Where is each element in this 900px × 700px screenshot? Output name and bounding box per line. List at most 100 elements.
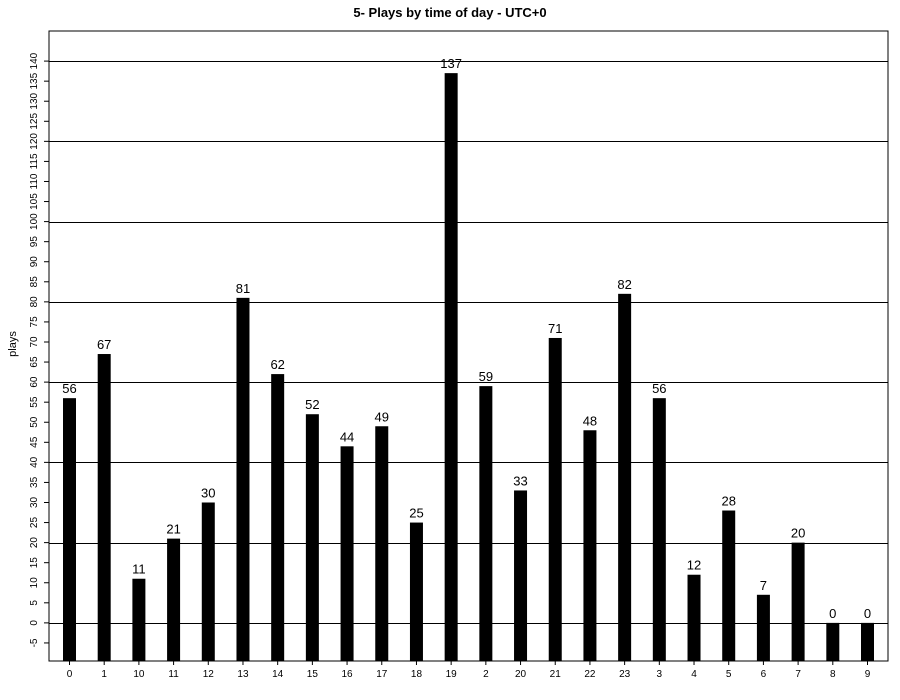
- y-tick-label--5: -5: [29, 638, 40, 647]
- bar-hour-23: [618, 293, 632, 661]
- data-label-hour-11: 21: [166, 522, 180, 537]
- x-axis-ticks: 0 1 10 11 12 13 14 15 16 17 18 19 2 20 21 22 23 3 4 5 6 7 8 9: [67, 661, 871, 680]
- x-tick-label-2: 2: [483, 669, 489, 680]
- bar-hour-5: [722, 510, 736, 661]
- data-label-hour-21: 71: [548, 321, 562, 336]
- x-tick-label-23: 23: [619, 669, 631, 680]
- y-tick-label-40: 40: [29, 456, 40, 468]
- bar-hour-1: [97, 354, 111, 661]
- bar-hour-12: [201, 502, 215, 661]
- y-axis-label: plays: [7, 331, 19, 357]
- bar-hour-16: [340, 446, 354, 661]
- y-tick-label-110: 110: [29, 173, 40, 189]
- y-tick-label-105: 105: [29, 193, 40, 210]
- bar-hour-18: [409, 522, 423, 661]
- x-tick-label-3: 3: [657, 669, 663, 680]
- data-label-hour-17: 49: [375, 409, 389, 424]
- y-tick-label-50: 50: [29, 416, 40, 428]
- data-labels: 56 67 11 21 30 81 62 52 44 49 25 137 59 33 71 48 82 56 12 2…: [62, 56, 871, 621]
- bar-hour-8: [826, 622, 840, 661]
- y-tick-label-70: 70: [29, 336, 40, 348]
- bar-hour-11: [167, 538, 181, 661]
- y-tick-label-5: 5: [29, 600, 40, 606]
- x-tick-label-16: 16: [342, 669, 354, 680]
- y-tick-label-45: 45: [29, 436, 40, 448]
- data-label-hour-23: 82: [617, 277, 631, 292]
- data-label-hour-14: 62: [270, 357, 284, 372]
- bar-hour-4: [687, 574, 701, 661]
- x-tick-label-10: 10: [133, 669, 145, 680]
- data-label-hour-12: 30: [201, 485, 215, 500]
- y-tick-label-15: 15: [29, 557, 40, 569]
- data-label-hour-6: 7: [760, 578, 767, 593]
- bar-hour-15: [305, 414, 319, 661]
- y-tick-label-130: 130: [29, 92, 40, 109]
- data-label-hour-19: 137: [440, 56, 462, 71]
- bar-hour-7: [791, 542, 805, 661]
- y-tick-label-125: 125: [29, 113, 40, 130]
- x-tick-label-9: 9: [865, 669, 871, 680]
- bar-hour-6: [756, 594, 770, 661]
- y-tick-label-85: 85: [29, 276, 40, 288]
- plot-frame: [48, 30, 889, 662]
- y-tick-label-55: 55: [29, 396, 40, 408]
- bar-hour-9: [861, 622, 874, 661]
- y-tick-label-35: 35: [29, 476, 40, 488]
- x-tick-label-14: 14: [272, 669, 284, 680]
- x-tick-label-7: 7: [795, 669, 801, 680]
- bar-hour-10: [132, 578, 146, 661]
- bar-hour-21: [548, 337, 562, 661]
- x-tick-label-15: 15: [307, 669, 319, 680]
- data-label-hour-16: 44: [340, 429, 354, 444]
- y-tick-label-95: 95: [29, 236, 40, 248]
- y-tick-label-30: 30: [29, 496, 40, 508]
- data-label-hour-4: 12: [687, 558, 701, 573]
- y-tick-label-75: 75: [29, 316, 40, 328]
- x-tick-label-11: 11: [168, 669, 179, 680]
- x-tick-label-17: 17: [376, 669, 388, 680]
- y-tick-label-115: 115: [29, 153, 40, 169]
- y-tick-label-135: 135: [29, 72, 40, 89]
- data-label-hour-7: 20: [791, 526, 805, 541]
- bar-hour-22: [583, 430, 597, 661]
- x-tick-label-5: 5: [726, 669, 732, 680]
- x-tick-label-6: 6: [761, 669, 767, 680]
- y-axis-ticks: -5 0 5 10 15 20 25 30 35 40 45 50 55 60 65 70 75 80 85 90 95…: [29, 52, 49, 647]
- y-tick-label-100: 100: [29, 213, 40, 230]
- data-label-hour-3: 56: [652, 381, 666, 396]
- y-tick-label-60: 60: [29, 376, 40, 388]
- y-tick-label-65: 65: [29, 356, 40, 368]
- x-tick-label-0: 0: [67, 669, 73, 680]
- x-tick-label-4: 4: [691, 669, 697, 680]
- x-tick-label-18: 18: [411, 669, 423, 680]
- data-label-hour-22: 48: [583, 413, 597, 428]
- y-tick-label-140: 140: [29, 52, 40, 69]
- x-tick-label-19: 19: [446, 669, 458, 680]
- x-tick-label-8: 8: [830, 669, 836, 680]
- y-tick-label-20: 20: [29, 537, 40, 549]
- data-label-hour-1: 67: [97, 337, 111, 352]
- bar-hour-2: [479, 386, 493, 661]
- x-tick-label-13: 13: [237, 669, 249, 680]
- data-label-hour-5: 28: [721, 494, 735, 509]
- bar-hour-14: [271, 374, 285, 661]
- data-label-hour-10: 11: [132, 562, 146, 577]
- x-tick-label-21: 21: [550, 669, 562, 680]
- bar-hour-3: [652, 398, 666, 661]
- y-tick-label-90: 90: [29, 256, 40, 268]
- bar-hour-17: [375, 426, 389, 661]
- data-label-hour-8: 0: [829, 606, 836, 621]
- y-tick-label-80: 80: [29, 296, 40, 308]
- y-tick-label-25: 25: [29, 517, 40, 529]
- y-tick-label-120: 120: [29, 133, 40, 150]
- y-tick-label-10: 10: [29, 577, 40, 589]
- data-label-hour-18: 25: [409, 506, 423, 521]
- data-label-hour-0: 56: [62, 381, 76, 396]
- data-label-hour-20: 33: [513, 473, 527, 488]
- bar-hour-20: [514, 490, 528, 661]
- bar-hour-0: [63, 398, 76, 661]
- x-tick-label-12: 12: [203, 669, 215, 680]
- data-label-hour-2: 59: [479, 369, 493, 384]
